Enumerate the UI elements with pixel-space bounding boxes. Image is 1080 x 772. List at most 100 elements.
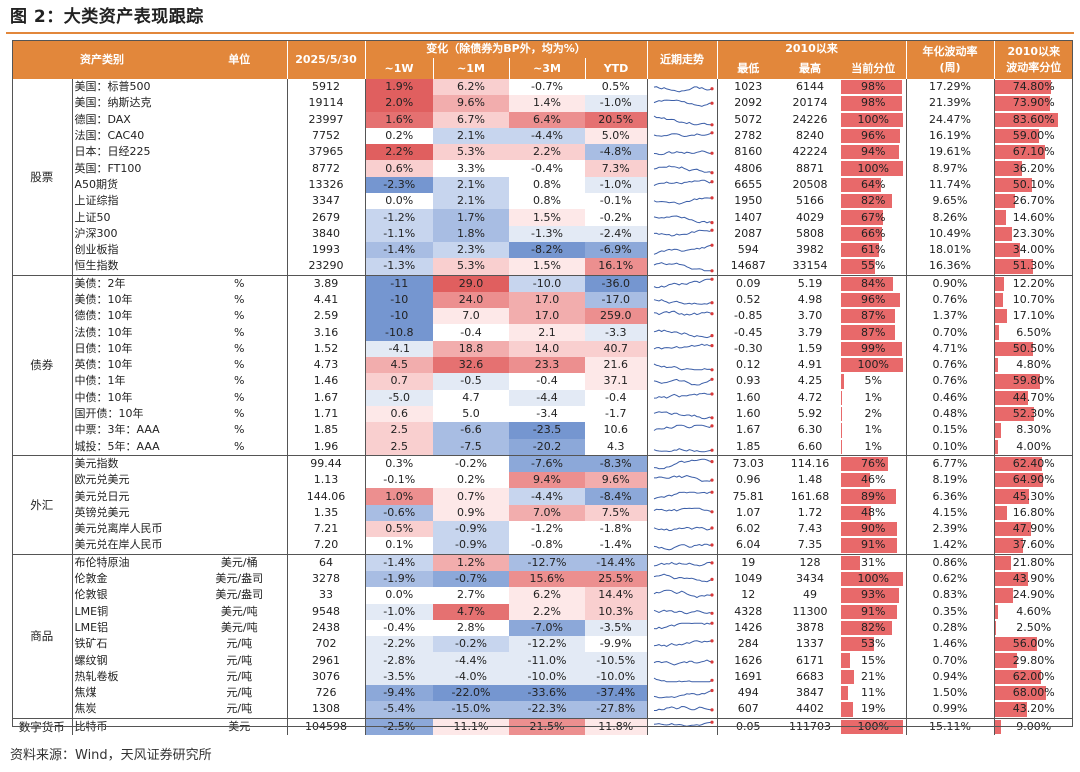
current-percentile-bar [841, 604, 898, 619]
table-row: 焦煤 元/吨 726 -9.4% -22.0% -33.6% -37.4% 494 3847 11… [12, 684, 1074, 702]
asset-value: 23290 [286, 258, 365, 276]
sparkline-path [653, 164, 712, 173]
group-label: 股票 [12, 79, 73, 276]
table-row: 美元兑在岸人民币 7.20 0.1% -0.9% -0.8% -1.4% 6.04 7.35 9… [12, 537, 1074, 555]
annual-volatility: 0.86% [905, 553, 995, 571]
asset-unit: 美元/盎司 [215, 572, 264, 586]
asset-unit: % [234, 309, 245, 323]
current-percentile-text: 5% [864, 374, 882, 388]
volatility-percentile-bar [995, 604, 998, 619]
table-row: 中债：10年% 1.67 -5.0 4.7 -4.4 -0.4 1.60 4.72 1% 0.46… [12, 389, 1074, 406]
change-m1: -0.9% [433, 537, 509, 555]
change-m1: -0.9% [433, 521, 509, 538]
range-low: 1.85 [716, 438, 780, 456]
change-m3: -7.6% [509, 454, 585, 473]
range-low: 2092 [716, 95, 780, 112]
asset-value: 5912 [286, 79, 365, 96]
asset-value: 2961 [286, 652, 365, 669]
volatility-percentile-text: 68.00% [1012, 686, 1055, 700]
sparkline-path [653, 299, 712, 305]
asset-unit: % [234, 325, 245, 339]
change-m1: -15.0% [433, 701, 509, 719]
change-w1: -1.1% [364, 225, 433, 242]
current-percentile-bar [841, 406, 843, 422]
volatility-percentile: 8.30% [993, 422, 1074, 439]
trend-sparkline [646, 225, 718, 242]
change-m1: 9.6% [433, 95, 509, 112]
trend-sparkline [646, 603, 718, 620]
asset-value: 1.96 [286, 438, 365, 456]
current-percentile-text: 53% [861, 637, 886, 651]
change-w1: -9.4% [364, 684, 433, 702]
asset-value: 1.71 [286, 405, 365, 423]
volatility-percentile-text: 12.20% [1012, 276, 1055, 290]
table-row: 螺纹钢 元/吨 2961 -2.8% -4.4% -11.0% -10.5% 1626 6171… [12, 652, 1074, 669]
sparkline-path [653, 690, 712, 699]
change-w1: 0.0% [364, 587, 433, 604]
volatility-percentile-bar [995, 341, 1033, 357]
current-percentile-bar [841, 653, 851, 668]
asset-name: 日本：日经225 [74, 145, 151, 159]
range-low: 73.03 [716, 454, 780, 473]
page-title: 图 2：大类资产表现跟踪 [10, 7, 204, 27]
change-m3: -8.2% [509, 241, 585, 259]
range-high: 128 [779, 553, 842, 571]
sparkline-end-dot [709, 312, 714, 316]
current-percentile: 100% [841, 112, 906, 128]
change-ytd: 14.4% [585, 587, 648, 604]
range-low: 2782 [716, 127, 780, 145]
annual-volatility: 0.99% [905, 701, 995, 719]
asset-name: LME铝 [74, 620, 109, 634]
change-m1: 29.0 [433, 274, 509, 292]
asset-unit: % [234, 423, 245, 437]
change-m1: 1.7% [433, 209, 509, 226]
change-ytd: -8.4% [585, 488, 648, 505]
asset-unit [192, 79, 287, 95]
trend-sparkline [646, 291, 718, 309]
range-low: 6.02 [716, 521, 780, 538]
change-ytd: -36.0 [585, 274, 648, 292]
asset-name: 比特币 [72, 717, 192, 735]
asset-name: 上证综指 [74, 194, 119, 208]
sparkline-end-dot [709, 343, 714, 348]
volatility-percentile-text: 43.20% [1012, 702, 1055, 716]
volatility-percentile-bar [995, 242, 1021, 258]
header-since2010: 2010以来 [716, 40, 907, 58]
sparkline-path [653, 392, 712, 399]
current-percentile: 67% [841, 209, 906, 225]
range-low: 1426 [716, 619, 780, 637]
sparkline-end-dot [709, 639, 714, 643]
volatility-percentile-text: 2.50% [1016, 620, 1052, 634]
asset-value: 3.89 [286, 274, 365, 292]
header-change-group: 变化（除债券为BP外，均为%） [364, 40, 648, 58]
asset-value: 3347 [286, 193, 365, 210]
table-row: 外汇 美元指数 99.44 0.3% -0.2% -7.6% -8.3% 73.03 114.1… [12, 454, 1074, 555]
current-percentile: 100% [841, 717, 907, 735]
current-percentile-text: 15% [861, 653, 886, 667]
sparkline-path [653, 458, 712, 470]
range-high: 1.59 [797, 341, 823, 355]
current-percentile-text: 1% [864, 439, 882, 453]
change-w1: -0.6% [364, 504, 433, 522]
sparkline-end-dot [709, 151, 714, 156]
change-w1: -2.5% [364, 717, 433, 735]
table-row: 美债：10年% 4.41 -10 24.0 17.0 -17.0 0.52 4.98 96% 0.… [12, 291, 1074, 309]
current-percentile-text: 100% [857, 358, 889, 372]
volatility-percentile: 24.90% [993, 587, 1074, 604]
annual-volatility: 8.26% [905, 209, 995, 226]
asset-name: 中债：10年 [74, 390, 133, 404]
table-row: 日本：日经225 37965 2.2% 5.3% 2.2% -4.8% 8160 42224 9… [12, 144, 1074, 161]
sparkline-path [653, 379, 712, 386]
volatility-percentile: 47.90% [993, 521, 1074, 538]
asset-name: 日债：10年 [74, 341, 133, 355]
change-m3: -20.2 [509, 438, 585, 456]
volatility-percentile-text: 59.00% [1012, 129, 1055, 143]
range-low: 0.05 [716, 717, 780, 735]
header-low: 最低 [716, 58, 780, 79]
asset-value: 33 [286, 587, 365, 604]
volatility-percentile: 73.90% [993, 95, 1074, 112]
asset-unit: 美元/吨 [220, 620, 258, 634]
change-ytd: -6.9% [585, 241, 648, 259]
annual-volatility: 1.42% [905, 537, 995, 555]
table-row: 伦敦金 美元/盎司 3278 -1.9% -0.7% 15.6% 25.5% 1049 3434… [12, 570, 1074, 588]
